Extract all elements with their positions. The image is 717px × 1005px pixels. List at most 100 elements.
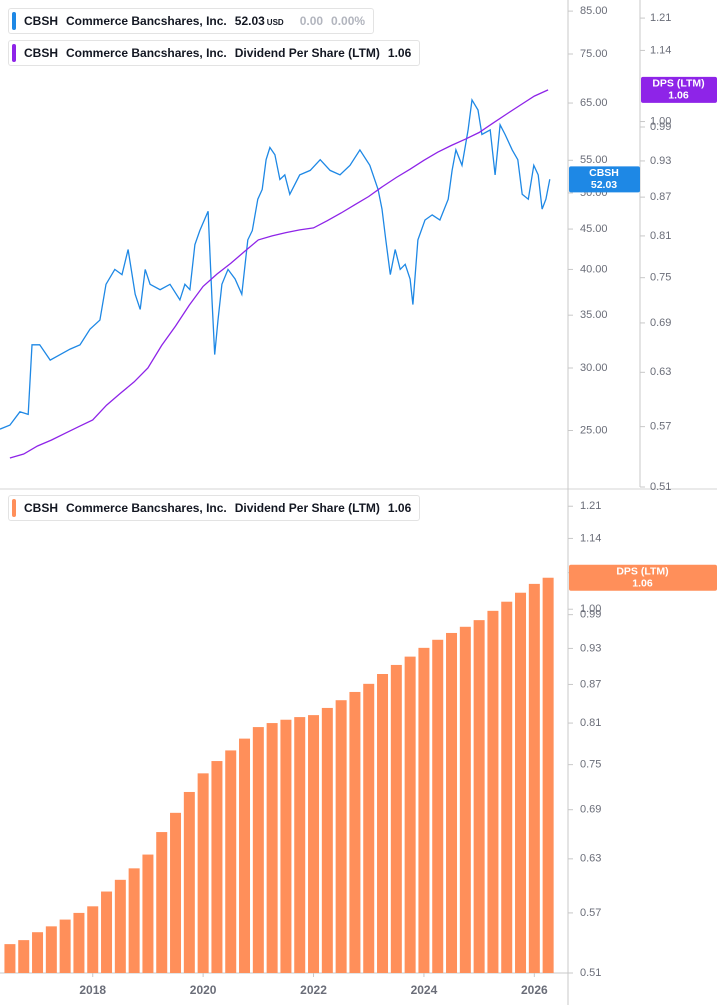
- bar: [252, 727, 264, 973]
- y-tick-label: 45.00: [580, 223, 608, 235]
- y-tick-label: 0.75: [650, 272, 671, 284]
- bar: [363, 683, 375, 973]
- bar: [87, 906, 99, 973]
- series-line: [0, 97, 551, 430]
- bar: [321, 707, 333, 973]
- bar: [45, 926, 57, 973]
- legend-value: 1.06: [387, 501, 412, 515]
- legend-ticker: CBSH: [24, 14, 59, 28]
- y-tick-label: 0.99: [650, 121, 671, 133]
- bar: [501, 601, 513, 973]
- y-tick-label: 1.14: [650, 44, 671, 56]
- legend: CBSH Commerce Bancshares, Inc. 52.03 USD …: [8, 8, 375, 34]
- bar: [335, 700, 347, 973]
- bar: [377, 673, 389, 973]
- bar: [32, 932, 44, 973]
- y-tick-label: 0.99: [580, 609, 601, 621]
- y-tick-label: 0.69: [650, 317, 671, 329]
- bar: [211, 761, 223, 973]
- bar: [473, 620, 485, 973]
- bar: [225, 750, 237, 973]
- y-tick-label: 85.00: [580, 5, 608, 17]
- bar: [404, 656, 416, 973]
- bar: [4, 944, 16, 973]
- y-tick-label: 0.57: [580, 907, 601, 919]
- badge-value: 1.06: [668, 90, 689, 102]
- legend-change-pct: 0.00%: [331, 14, 366, 28]
- y-tick-label: 0.87: [580, 678, 601, 690]
- legend-swatch: [12, 12, 16, 30]
- legend-last: 52.03: [234, 14, 265, 28]
- bar: [18, 940, 30, 973]
- legend-ticker: CBSH: [24, 501, 59, 515]
- bar: [266, 723, 278, 973]
- price-badge: [569, 564, 717, 591]
- x-tick-label: 2018: [79, 983, 106, 997]
- bar: [239, 738, 251, 973]
- price-badge: [569, 166, 640, 193]
- bar: [446, 632, 458, 973]
- bar: [197, 773, 209, 973]
- x-tick-label: 2024: [411, 983, 438, 997]
- y-tick-label: 0.63: [650, 366, 671, 378]
- legend-company: Commerce Bancshares, Inc.: [66, 14, 227, 28]
- bar: [459, 626, 471, 973]
- y-tick-label: 0.51: [650, 481, 671, 493]
- bar: [528, 583, 540, 973]
- legend-series: Dividend Per Share (LTM): [234, 501, 380, 515]
- y-tick-label: 0.93: [650, 155, 671, 167]
- y-tick-label: 0.51: [580, 967, 601, 979]
- y-tick-label: 0.75: [580, 759, 601, 771]
- y-tick-label: 0.81: [580, 717, 601, 729]
- legend-company: Commerce Bancshares, Inc.: [66, 46, 227, 60]
- y-tick-label: 0.93: [580, 642, 601, 654]
- y-tick-label: 0.87: [650, 191, 671, 203]
- bar: [542, 577, 554, 973]
- bar: [294, 717, 306, 973]
- badge-value: 52.03: [591, 179, 617, 191]
- legend-company: Commerce Bancshares, Inc.: [66, 501, 227, 515]
- bar: [418, 647, 430, 973]
- bar: [114, 879, 126, 973]
- price-badge: [641, 76, 717, 103]
- y-tick-label: 35.00: [580, 309, 608, 321]
- y-tick-label: 30.00: [580, 362, 608, 374]
- y-tick-label: 75.00: [580, 48, 608, 60]
- legend-currency: USD: [266, 18, 284, 27]
- y-tick-label: 1.14: [580, 532, 601, 544]
- bar: [280, 719, 292, 973]
- y-tick-label: 25.00: [580, 424, 608, 436]
- bar: [73, 912, 85, 973]
- legend-swatch: [12, 44, 16, 62]
- series-line: [9, 89, 549, 459]
- bar: [390, 664, 402, 973]
- legend: CBSH Commerce Bancshares, Inc. Dividend …: [8, 40, 421, 66]
- y-tick-label: 55.00: [580, 154, 608, 166]
- y-tick-label: 0.81: [650, 230, 671, 242]
- legend-value: 1.06: [387, 46, 412, 60]
- legend-value: 52.03 USD: [235, 14, 292, 28]
- bar: [59, 919, 71, 973]
- x-tick-label: 2020: [190, 983, 217, 997]
- bar: [128, 868, 140, 973]
- legend-ticker: CBSH: [24, 46, 59, 60]
- bar: [142, 854, 154, 973]
- badge-value: 1.06: [632, 578, 653, 590]
- bar: [101, 891, 113, 973]
- bar: [308, 715, 320, 973]
- bar: [432, 639, 444, 973]
- legend-swatch: [12, 499, 16, 517]
- badge-name: CBSH: [589, 167, 619, 179]
- legend: CBSH Commerce Bancshares, Inc. Dividend …: [8, 495, 421, 521]
- y-tick-label: 1.21: [650, 12, 671, 24]
- y-tick-label: 1.00: [650, 115, 671, 127]
- bar: [487, 610, 499, 973]
- bar: [156, 832, 168, 973]
- y-tick-label: 0.63: [580, 853, 601, 865]
- y-tick-label: 1.21: [580, 500, 601, 512]
- bar: [515, 592, 527, 973]
- badge-name: DPS (LTM): [652, 78, 704, 90]
- badge-name: DPS (LTM): [616, 566, 668, 578]
